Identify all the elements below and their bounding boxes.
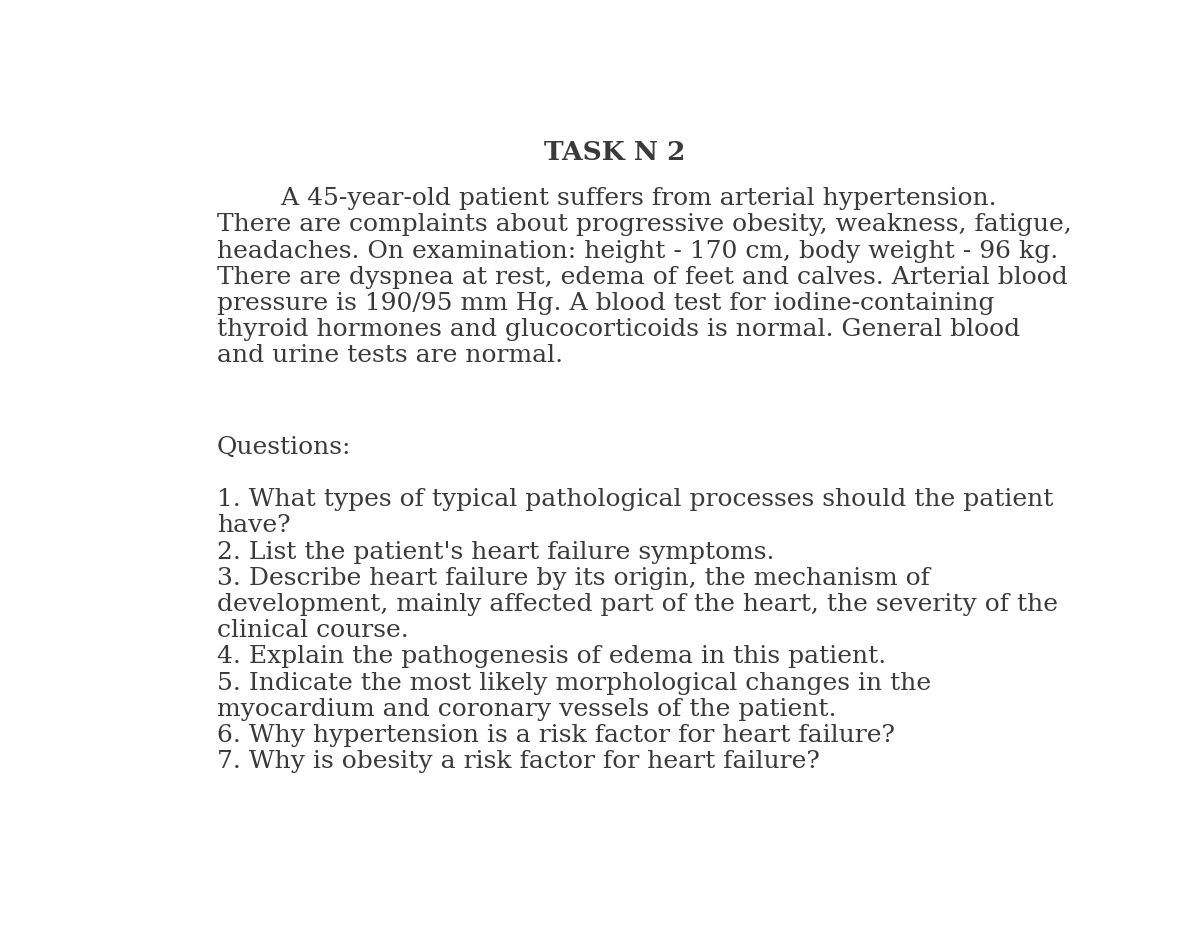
Text: and urine tests are normal.: and urine tests are normal. — [217, 344, 563, 368]
Text: 7. Why is obesity a risk factor for heart failure?: 7. Why is obesity a risk factor for hear… — [217, 750, 820, 773]
Text: thyroid hormones and glucocorticoids is normal. General blood: thyroid hormones and glucocorticoids is … — [217, 318, 1020, 341]
Text: Questions:: Questions: — [217, 436, 352, 459]
Text: 1. What types of typical pathological processes should the patient: 1. What types of typical pathological pr… — [217, 488, 1054, 511]
Text: There are dyspnea at rest, edema of feet and calves. Arterial blood: There are dyspnea at rest, edema of feet… — [217, 266, 1068, 289]
Text: 5. Indicate the most likely morphological changes in the: 5. Indicate the most likely morphologica… — [217, 672, 931, 694]
Text: 6. Why hypertension is a risk factor for heart failure?: 6. Why hypertension is a risk factor for… — [217, 724, 895, 747]
Text: TASK N 2: TASK N 2 — [545, 141, 685, 165]
Text: pressure is 190/95 mm Hg. A blood test for iodine-containing: pressure is 190/95 mm Hg. A blood test f… — [217, 292, 995, 314]
Text: myocardium and coronary vessels of the patient.: myocardium and coronary vessels of the p… — [217, 698, 836, 721]
Text: 4. Explain the pathogenesis of edema in this patient.: 4. Explain the pathogenesis of edema in … — [217, 645, 887, 669]
Text: have?: have? — [217, 515, 290, 538]
Text: development, mainly affected part of the heart, the severity of the: development, mainly affected part of the… — [217, 593, 1058, 616]
Text: 3. Describe heart failure by its origin, the mechanism of: 3. Describe heart failure by its origin,… — [217, 567, 930, 590]
Text: A 45-year-old patient suffers from arterial hypertension.: A 45-year-old patient suffers from arter… — [217, 187, 996, 210]
Text: 2. List the patient's heart failure symptoms.: 2. List the patient's heart failure symp… — [217, 541, 774, 563]
Text: clinical course.: clinical course. — [217, 619, 409, 642]
Text: There are complaints about progressive obesity, weakness, fatigue,: There are complaints about progressive o… — [217, 214, 1072, 237]
Text: headaches. On examination: height - 170 cm, body weight - 96 kg.: headaches. On examination: height - 170 … — [217, 239, 1058, 262]
